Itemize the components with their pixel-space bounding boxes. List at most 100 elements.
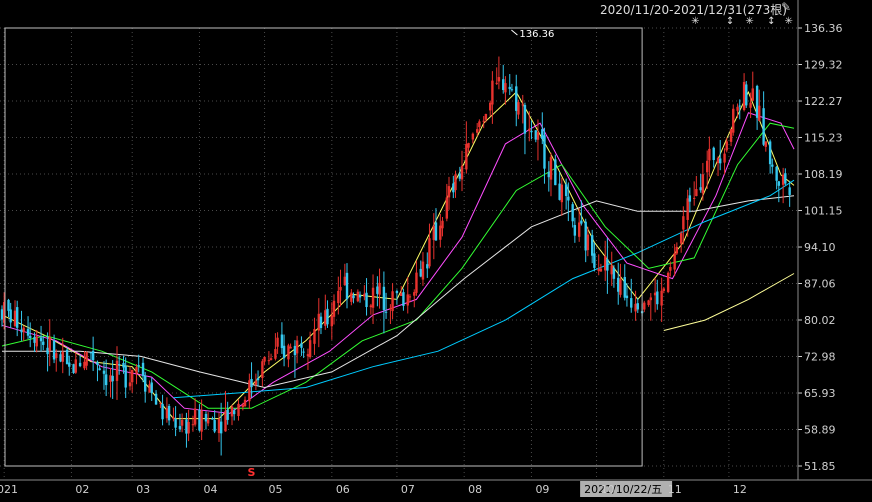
candle-up: [332, 300, 336, 317]
candle-up: [647, 300, 650, 306]
candle-down: [144, 375, 147, 392]
candle-down: [9, 309, 12, 323]
candle-up: [673, 253, 676, 270]
candle-up: [634, 303, 637, 312]
candle-up: [248, 380, 251, 402]
pin-icon[interactable]: ✎: [781, 0, 792, 14]
candle-down: [591, 235, 594, 256]
candle-up: [521, 104, 524, 106]
candle-up: [408, 296, 412, 298]
candle-up: [729, 129, 733, 142]
candle-down: [768, 141, 772, 165]
candle-up: [586, 234, 590, 251]
candle-up: [206, 419, 210, 424]
y-tick-label: 94.10: [804, 241, 836, 254]
candle-up: [406, 294, 409, 306]
candle-down: [72, 364, 75, 373]
ma-line-ma_long3: [663, 273, 795, 331]
candle-down: [174, 418, 177, 428]
candle-up: [478, 121, 481, 128]
candle-down: [185, 419, 188, 434]
event-marker[interactable]: ↕: [726, 16, 734, 27]
candle-down: [788, 187, 791, 195]
candle-down: [204, 414, 208, 422]
candle-up: [432, 225, 436, 240]
candle-up: [330, 315, 334, 327]
candle-up: [48, 336, 51, 351]
candle-down: [426, 264, 429, 269]
candle-down: [42, 341, 45, 345]
candle-down: [345, 272, 349, 300]
candle-up: [445, 197, 449, 219]
candle-down: [584, 221, 587, 251]
candle-up: [497, 77, 501, 82]
candle-down: [89, 352, 93, 354]
candle-down: [558, 183, 561, 200]
candle-up: [55, 353, 58, 358]
candle-down: [384, 311, 388, 313]
candle-down: [541, 129, 544, 140]
candle-down: [15, 307, 19, 328]
candle-down: [625, 295, 629, 299]
candle-up: [504, 83, 507, 93]
candle-down: [111, 375, 114, 382]
high-arrow: [511, 29, 518, 36]
candle-up: [482, 120, 485, 122]
candle-up: [749, 102, 752, 108]
y-tick-label: 72.98: [804, 350, 836, 363]
candle-up: [649, 297, 652, 301]
candle-up: [692, 197, 696, 199]
candle-down: [352, 295, 355, 299]
candle-down: [256, 378, 260, 381]
candle-down: [515, 86, 518, 111]
candle-up: [732, 108, 735, 133]
candle-up: [460, 165, 464, 180]
x-tick-label: 03: [136, 483, 150, 496]
event-marker[interactable]: ✳: [745, 16, 753, 27]
candle-down: [458, 173, 462, 179]
candle-up: [241, 404, 245, 408]
candle-down: [508, 86, 511, 90]
candle-up: [313, 329, 316, 344]
candle-up: [369, 305, 373, 308]
candle-down: [282, 345, 286, 359]
candle-up: [261, 361, 264, 379]
candle-down: [523, 104, 527, 134]
candle-down: [564, 184, 568, 196]
candle-down: [319, 316, 323, 328]
candle-down: [20, 329, 23, 333]
candle-down: [534, 130, 537, 140]
candle-down: [738, 105, 741, 107]
event-marker[interactable]: ↕: [767, 16, 775, 27]
candle-down: [571, 204, 574, 222]
candle-up: [682, 216, 685, 230]
candle-down: [26, 328, 30, 336]
candle-up: [491, 80, 494, 105]
x-tick-label: 10: [601, 483, 615, 496]
candle-up: [447, 186, 451, 198]
candle-down: [104, 374, 108, 386]
candle-up: [723, 153, 726, 163]
candle-up: [549, 157, 553, 180]
candle-up: [465, 143, 468, 170]
candle-up: [135, 367, 138, 374]
candle-up: [295, 340, 299, 354]
candle-down: [543, 135, 546, 169]
candle-up: [528, 128, 531, 132]
candle-up: [751, 88, 754, 101]
candle-up: [467, 142, 470, 148]
event-marker[interactable]: ✳: [691, 16, 699, 27]
y-tick-label: 87.06: [804, 278, 836, 291]
event-marker[interactable]: ✳: [784, 16, 792, 27]
candle-up: [597, 268, 600, 271]
candle-up: [13, 310, 17, 326]
candle-up: [679, 233, 683, 244]
candle-up: [128, 382, 132, 387]
candle-down: [434, 222, 438, 241]
candle-up: [276, 337, 279, 347]
candle-up: [371, 287, 375, 308]
candle-down: [623, 277, 626, 298]
x-tick-label: 02: [75, 483, 89, 496]
